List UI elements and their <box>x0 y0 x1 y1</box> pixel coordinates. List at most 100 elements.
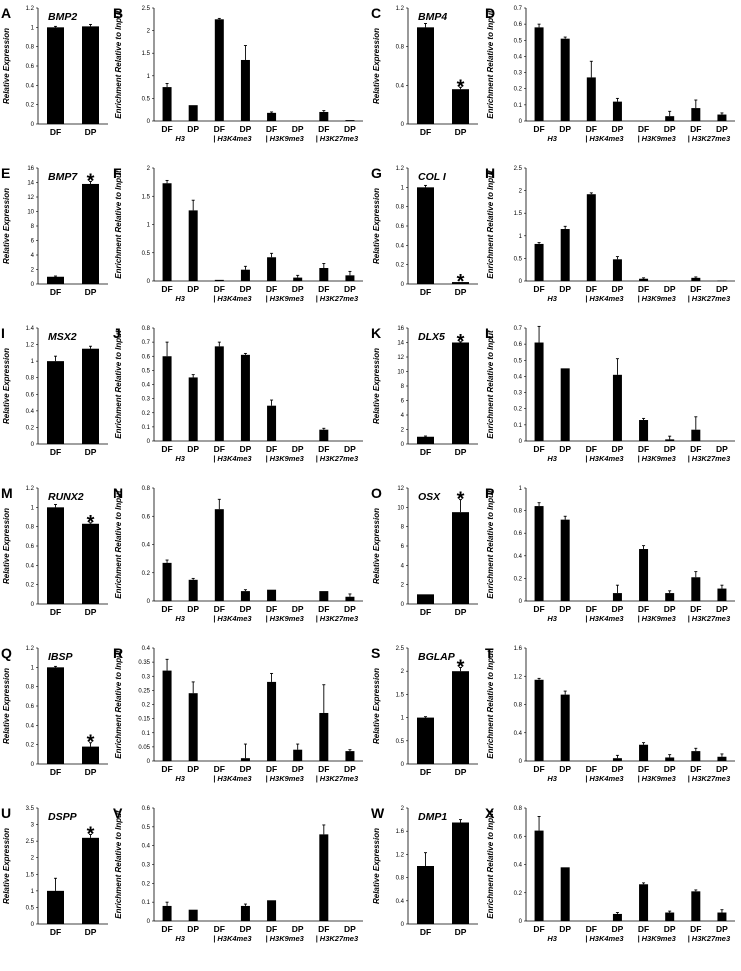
group-label: | H3K9me3 <box>265 934 304 943</box>
y-tick-label: 12 <box>397 355 404 361</box>
group-label: | H3K27me3 <box>688 134 731 143</box>
y-tick-label: 1 <box>401 185 405 191</box>
x-tick-label: DF <box>50 287 61 297</box>
bar <box>534 243 544 281</box>
bar <box>47 361 64 444</box>
y-tick-label: 0.6 <box>142 514 151 520</box>
y-tick-label: 0.4 <box>26 563 35 569</box>
bar <box>534 830 544 921</box>
x-tick-label: DP <box>344 764 356 774</box>
y-tick-label: 0.6 <box>514 22 523 28</box>
bar <box>612 913 622 921</box>
bar <box>534 27 544 121</box>
bar <box>560 368 570 441</box>
bar <box>586 77 596 121</box>
x-tick-label: DF <box>214 444 225 454</box>
group-label: H3 <box>547 134 557 143</box>
y-tick-label: 1.2 <box>26 343 35 349</box>
y-tick-label: 6 <box>31 239 35 245</box>
y-tick-label: 0.4 <box>396 243 405 249</box>
panel-label: V <box>113 805 123 821</box>
bar <box>293 277 303 281</box>
y-tick-label: 0.35 <box>138 660 150 666</box>
y-tick-label: 2 <box>401 428 405 434</box>
bar <box>47 667 64 764</box>
x-tick-label: DF <box>50 767 61 777</box>
x-tick-label: DP <box>187 604 199 614</box>
bar <box>717 912 727 921</box>
y-tick-label: 0.4 <box>396 899 405 905</box>
x-tick-label: DF <box>420 447 431 457</box>
y-axis-label: Relative Expression <box>372 508 381 584</box>
group-label: | H3K4me3 <box>585 774 624 783</box>
bar <box>452 342 469 444</box>
x-tick-label: DP <box>187 444 199 454</box>
gene-title: RUNX2 <box>48 491 84 503</box>
significance-asterisk: * <box>457 271 465 293</box>
y-tick-label: 0 <box>147 439 151 445</box>
significance-asterisk: * <box>87 512 95 534</box>
y-tick-label: 0.7 <box>514 6 523 12</box>
x-tick-label: DF <box>161 764 172 774</box>
y-tick-label: 10 <box>27 210 34 216</box>
group-label: | H3K27me3 <box>688 614 731 623</box>
x-tick-label: DF <box>161 924 172 934</box>
bar <box>639 549 649 601</box>
panel-label: D <box>485 5 495 21</box>
panel-K: K Relative Expression 0 2 4 6 8 10 12 14 16 DF DP * DL… <box>371 325 478 457</box>
group-label: | H3K27me3 <box>316 454 359 463</box>
y-axis-label: Relative Expression <box>372 668 381 744</box>
y-tick-label: 1.2 <box>26 6 35 12</box>
bar <box>47 890 64 924</box>
bar <box>665 912 675 921</box>
y-axis-label: Enrichment Relative to Input <box>486 330 495 439</box>
x-tick-label: DP <box>559 924 571 934</box>
bar <box>82 183 99 284</box>
y-axis-label: Enrichment Relative to Input <box>114 650 123 759</box>
bar <box>240 758 250 761</box>
x-tick-label: DP <box>612 284 624 294</box>
x-tick-label: DP <box>716 604 728 614</box>
bar <box>82 837 99 924</box>
y-tick-label: 0.5 <box>26 905 35 911</box>
y-axis-label: Relative Expression <box>2 348 11 424</box>
x-tick-label: DF <box>586 284 597 294</box>
y-tick-label: 16 <box>27 166 34 172</box>
bar <box>639 278 649 281</box>
x-tick-label: DP <box>455 447 467 457</box>
x-tick-label: DF <box>266 284 277 294</box>
x-tick-label: DP <box>85 447 97 457</box>
y-tick-label: 0.1 <box>142 425 151 431</box>
bar <box>267 112 277 121</box>
bar <box>717 588 727 601</box>
y-tick-label: 0.4 <box>142 383 151 389</box>
y-tick-label: 0.05 <box>138 745 150 751</box>
panel-label: O <box>371 485 382 501</box>
bar <box>612 374 622 441</box>
y-tick-label: 0.8 <box>142 326 151 332</box>
group-label: | H3K9me3 <box>637 294 676 303</box>
y-tick-label: 0 <box>147 759 151 765</box>
x-tick-label: DP <box>85 767 97 777</box>
y-axis-label: Relative Expression <box>372 348 381 424</box>
bar <box>534 506 544 601</box>
bar <box>417 594 434 604</box>
x-tick-label: DP <box>664 444 676 454</box>
bar <box>452 89 469 124</box>
group-label: | H3K27me3 <box>688 454 731 463</box>
bar <box>691 891 701 921</box>
panel-label: G <box>371 165 382 181</box>
x-tick-label: DF <box>266 764 277 774</box>
x-tick-label: DP <box>612 604 624 614</box>
x-tick-label: DF <box>638 604 649 614</box>
x-tick-label: DP <box>344 924 356 934</box>
x-tick-label: DP <box>612 764 624 774</box>
x-tick-label: DF <box>161 604 172 614</box>
y-tick-label: 0.6 <box>396 224 405 230</box>
panel-S: S Relative Expression 0 0.5 1 1.5 2 2.5 DF DP *BGL… <box>371 645 478 777</box>
y-tick-label: 8 <box>31 224 35 230</box>
x-tick-label: DP <box>187 764 199 774</box>
